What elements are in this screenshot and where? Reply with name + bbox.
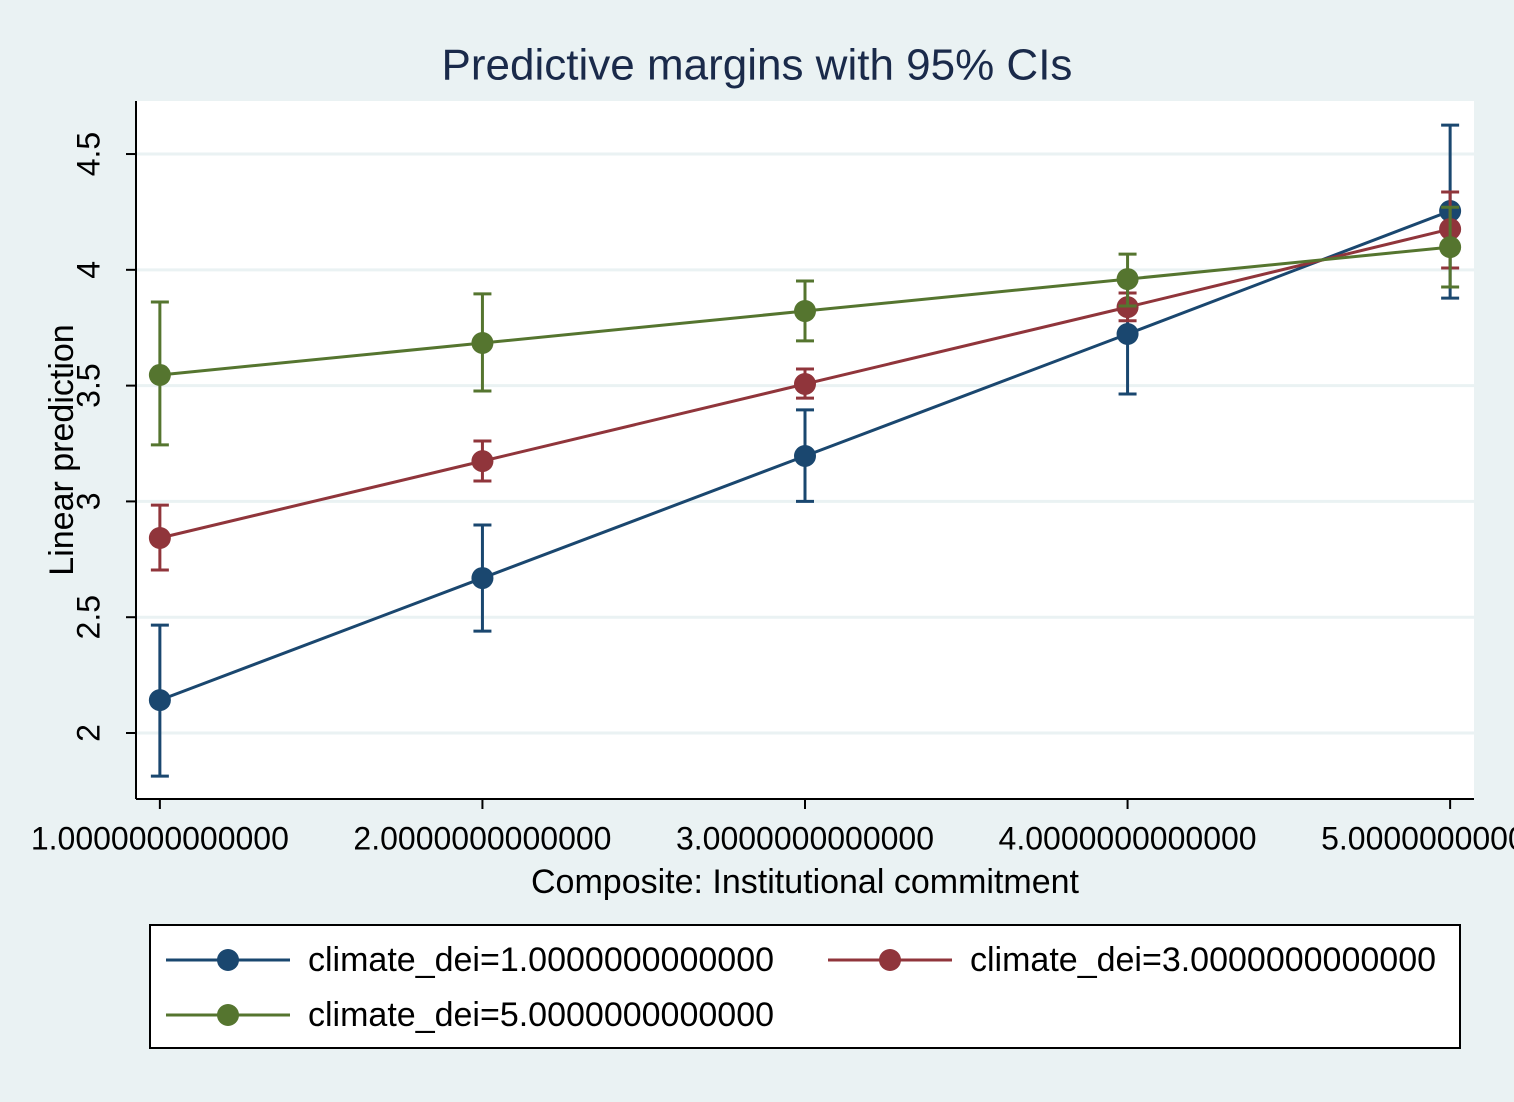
data-point: [148, 527, 171, 550]
data-point: [794, 372, 816, 395]
data-point: [471, 332, 494, 355]
data-point: [471, 450, 494, 473]
data-point: [1439, 236, 1462, 259]
data-point: [471, 567, 494, 590]
y-axis-title: Linear prediction: [43, 324, 81, 575]
data-point: [794, 300, 816, 323]
data-point: [794, 445, 816, 468]
x-tick-label: 5.0000000000000: [1321, 820, 1514, 856]
legend-label: climate_dei=1.0000000000000: [308, 941, 774, 979]
y-tick-label: 4: [70, 261, 106, 279]
data-point: [1116, 268, 1139, 291]
legend-marker: [879, 949, 901, 971]
legend-label: climate_dei=5.0000000000000: [308, 996, 774, 1034]
x-tick-label: 2.0000000000000: [353, 820, 611, 856]
legend-marker: [217, 1004, 239, 1026]
chart-title: Predictive margins with 95% CIs: [442, 41, 1073, 90]
y-tick-label: 2.5: [70, 595, 106, 639]
x-tick-label: 3.0000000000000: [676, 820, 934, 856]
y-tick-label: 3: [70, 493, 106, 511]
data-point: [148, 363, 171, 386]
y-tick-label: 3.5: [70, 363, 106, 407]
data-point: [148, 689, 171, 712]
y-tick-label: 2: [70, 724, 106, 742]
x-tick-label: 1.0000000000000: [31, 820, 289, 856]
legend-box: [149, 924, 1461, 1049]
data-point: [1116, 322, 1139, 345]
legend-label: climate_dei=3.0000000000000: [970, 941, 1436, 979]
legend-marker: [217, 949, 239, 971]
x-axis-title: Composite: Institutional commitment: [531, 863, 1080, 901]
y-tick-label: 4.5: [70, 132, 106, 176]
x-tick-label: 4.0000000000000: [999, 820, 1257, 856]
